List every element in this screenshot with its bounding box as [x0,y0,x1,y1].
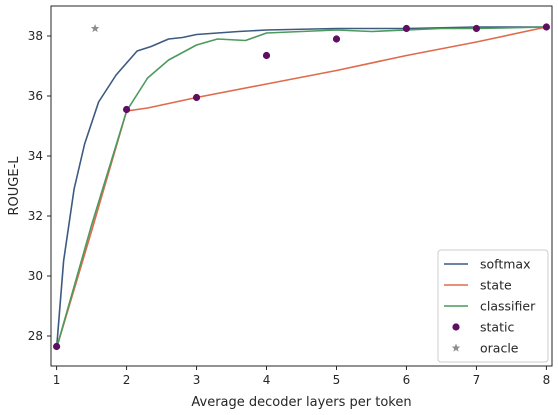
y-axis-label: ROUGE-L [7,156,22,216]
static-point [52,342,61,351]
static-point [332,35,341,43]
y-tick-label: 28 [28,329,43,343]
x-tick-label: 5 [333,373,341,387]
static-point [262,51,271,60]
legend-label-state: state [480,278,512,293]
y-tick-label: 38 [28,29,43,43]
legend-swatch-static [452,323,460,331]
x-tick-label: 6 [403,373,411,387]
series-oracle [90,24,100,33]
legend: softmax state classifier static oracle [437,249,549,363]
softmax-line [55,26,547,349]
static-point [472,24,481,33]
x-tick-label: 2 [123,373,131,387]
legend-swatch-oracle [451,343,461,352]
static-point [122,105,131,114]
x-tick-label: 8 [543,373,551,387]
legend-label-classifier: classifier [480,299,536,314]
static-point [402,24,411,33]
static-point [192,93,201,102]
x-tick-label: 3 [193,373,201,387]
series-softmax [55,26,547,349]
oracle-point [90,24,100,33]
series-layer [52,23,551,351]
plot-frame [50,5,553,367]
legend-label-oracle: oracle [480,341,519,356]
y-tick-label: 30 [28,269,43,283]
classifier-line [55,26,547,349]
series-classifier [55,26,547,349]
static-point [542,23,551,31]
legend-label-static: static [480,320,514,335]
x-tick-label: 4 [263,373,271,387]
x-tick-label: 7 [473,373,481,387]
series-static [52,23,551,351]
legend-label-softmax: softmax [480,257,530,272]
y-tick-label: 32 [28,209,43,223]
legend-box [437,249,549,363]
y-tick-label: 34 [28,149,43,163]
y-tick-label: 36 [28,89,43,103]
x-tick-label: 1 [53,373,61,387]
x-axis-label: Average decoder layers per token [191,395,411,410]
